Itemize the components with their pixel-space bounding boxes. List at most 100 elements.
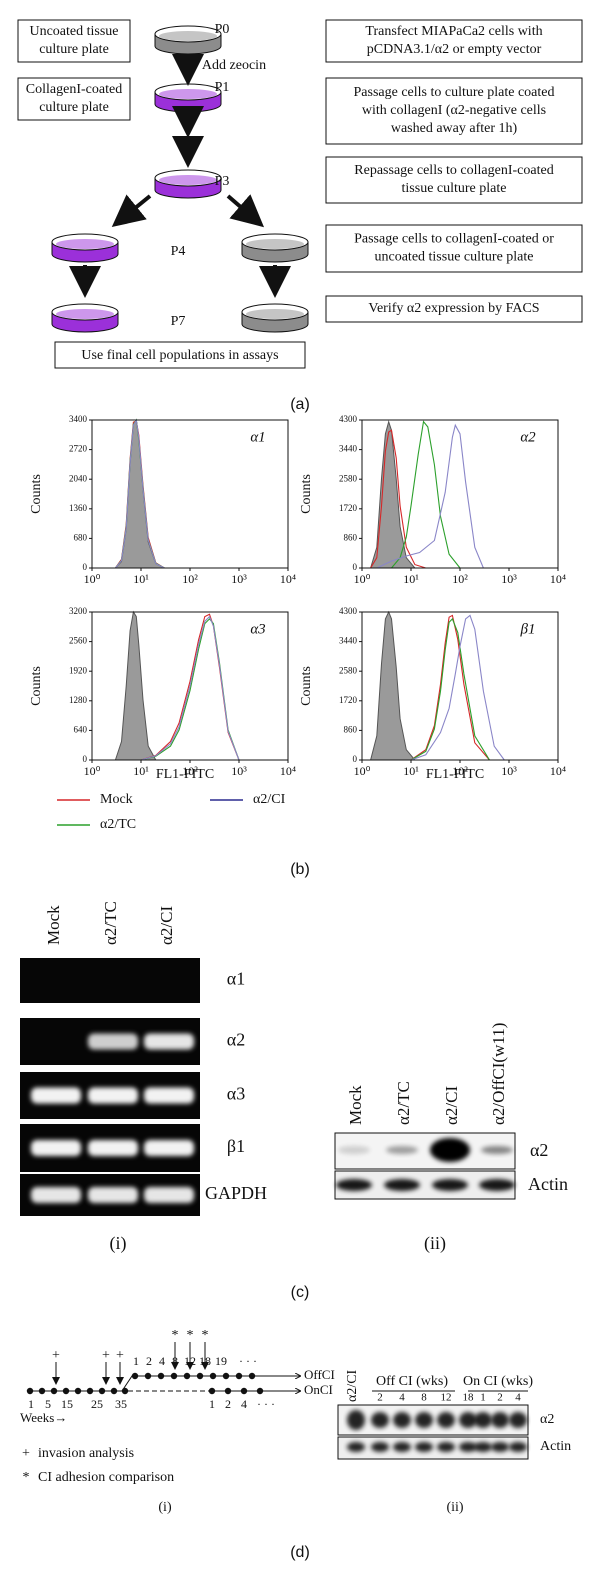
plate-medium bbox=[159, 89, 217, 99]
lane-label: α2/CI bbox=[442, 1086, 461, 1125]
row-label: GAPDH bbox=[205, 1183, 267, 1203]
y-tick-label: 1720 bbox=[339, 695, 358, 705]
band bbox=[144, 1033, 194, 1050]
timepoint bbox=[248, 1372, 256, 1380]
gel-row bbox=[20, 958, 200, 1003]
band bbox=[31, 1140, 81, 1156]
box-text: culture plate bbox=[39, 100, 109, 115]
y-axis-label: Counts bbox=[299, 666, 314, 706]
legend-text: CI adhesion comparison bbox=[38, 1470, 174, 1485]
band bbox=[459, 1412, 477, 1428]
y-tick-label: 3400 bbox=[69, 414, 88, 424]
control-area bbox=[114, 610, 157, 761]
histogram-curve bbox=[140, 618, 240, 761]
timepoint bbox=[235, 1372, 243, 1380]
row-label: Actin bbox=[528, 1174, 568, 1194]
band bbox=[474, 1442, 492, 1452]
week-label: 12 bbox=[441, 1392, 452, 1404]
row-label: α2 bbox=[227, 1030, 245, 1050]
timepoint bbox=[157, 1372, 165, 1380]
arrow bbox=[111, 194, 152, 228]
y-tick-label: 3440 bbox=[339, 636, 358, 646]
band bbox=[491, 1412, 509, 1428]
band bbox=[371, 1442, 389, 1452]
box bbox=[17, 19, 131, 63]
row-label: α2 bbox=[540, 1412, 554, 1427]
week-label: 2 bbox=[225, 1397, 231, 1411]
x-tick-label: 10⁰ bbox=[84, 764, 101, 778]
x-tick-label: 10⁰ bbox=[354, 572, 371, 586]
row-label: α2 bbox=[530, 1140, 548, 1160]
x-tick-label: 10⁴ bbox=[280, 764, 296, 778]
box bbox=[325, 295, 583, 323]
timepoint bbox=[98, 1387, 106, 1395]
week-label: 1 bbox=[133, 1354, 139, 1368]
step-text: with collagenI (α2-negative cells bbox=[362, 103, 546, 118]
plate-medium bbox=[246, 309, 304, 319]
row-label: α1 bbox=[227, 969, 245, 989]
y-tick-label: 640 bbox=[74, 724, 88, 734]
x-tick-label: 10³ bbox=[501, 572, 517, 586]
band bbox=[144, 1187, 194, 1203]
box-text: CollagenI-coated bbox=[26, 82, 122, 97]
lane-label: α2/OffCI(w11) bbox=[489, 1023, 508, 1125]
step-text: Transfect MIAPaCa2 cells with bbox=[365, 24, 542, 39]
band bbox=[88, 1033, 138, 1050]
timepoint bbox=[209, 1372, 217, 1380]
week-label: 4 bbox=[399, 1392, 405, 1404]
group-label: On CI (wks) bbox=[463, 1374, 533, 1389]
x-tick-label: 10¹ bbox=[133, 764, 149, 778]
box bbox=[325, 224, 583, 273]
caption: (d) bbox=[290, 1544, 310, 1561]
caption: (a) bbox=[290, 396, 310, 413]
legend-label: α2/CI bbox=[253, 792, 286, 807]
legend-label: Mock bbox=[100, 792, 133, 807]
band bbox=[415, 1412, 433, 1428]
y-tick-label: 2560 bbox=[69, 636, 88, 646]
y-tick-label: 860 bbox=[344, 532, 358, 542]
band bbox=[347, 1442, 365, 1452]
adhesion-marker: * bbox=[187, 1328, 194, 1343]
y-tick-label: 0 bbox=[83, 562, 88, 572]
y-axis-label: Counts bbox=[299, 474, 314, 514]
y-tick-label: 2040 bbox=[69, 473, 88, 483]
band bbox=[144, 1140, 194, 1156]
band bbox=[491, 1442, 509, 1452]
x-tick-label: 10³ bbox=[231, 764, 247, 778]
legend-symbol: + bbox=[22, 1446, 30, 1461]
histogram-curve bbox=[370, 429, 426, 569]
band bbox=[371, 1412, 389, 1428]
y-tick-label: 860 bbox=[344, 724, 358, 734]
step-text: pCDNA3.1/α2 or empty vector bbox=[367, 42, 542, 57]
x-tick-label: 10³ bbox=[231, 572, 247, 586]
week-label: 25 bbox=[91, 1397, 103, 1411]
week-label: 1 bbox=[28, 1397, 34, 1411]
invasion-marker: + bbox=[52, 1348, 60, 1363]
timepoint bbox=[131, 1372, 139, 1380]
chart-title: β1 bbox=[520, 621, 536, 637]
band bbox=[437, 1442, 455, 1452]
x-tick-label: 10² bbox=[182, 572, 198, 586]
chart-title: α2 bbox=[520, 429, 536, 445]
x-tick-label: 10¹ bbox=[133, 572, 149, 586]
band bbox=[144, 1087, 194, 1104]
timepoint bbox=[222, 1372, 230, 1380]
timepoint bbox=[196, 1372, 204, 1380]
invasion-marker: + bbox=[116, 1348, 124, 1363]
week-label: · · · bbox=[239, 1354, 257, 1368]
week-label: 2 bbox=[377, 1392, 383, 1404]
step-text: washed away after 1h) bbox=[391, 121, 518, 136]
band bbox=[88, 1140, 138, 1156]
lane-label: α2/CI bbox=[345, 1369, 360, 1402]
band bbox=[479, 1179, 515, 1191]
timepoint bbox=[208, 1387, 216, 1395]
row-label: Actin bbox=[540, 1439, 571, 1454]
box-text: Uncoated tissue bbox=[29, 24, 118, 39]
branch-label: OnCI bbox=[304, 1382, 333, 1397]
band bbox=[481, 1146, 513, 1154]
week-label: 4 bbox=[159, 1354, 165, 1368]
group-label: Off CI (wks) bbox=[376, 1374, 448, 1389]
histogram-curve bbox=[410, 617, 490, 761]
y-tick-label: 3440 bbox=[339, 444, 358, 454]
